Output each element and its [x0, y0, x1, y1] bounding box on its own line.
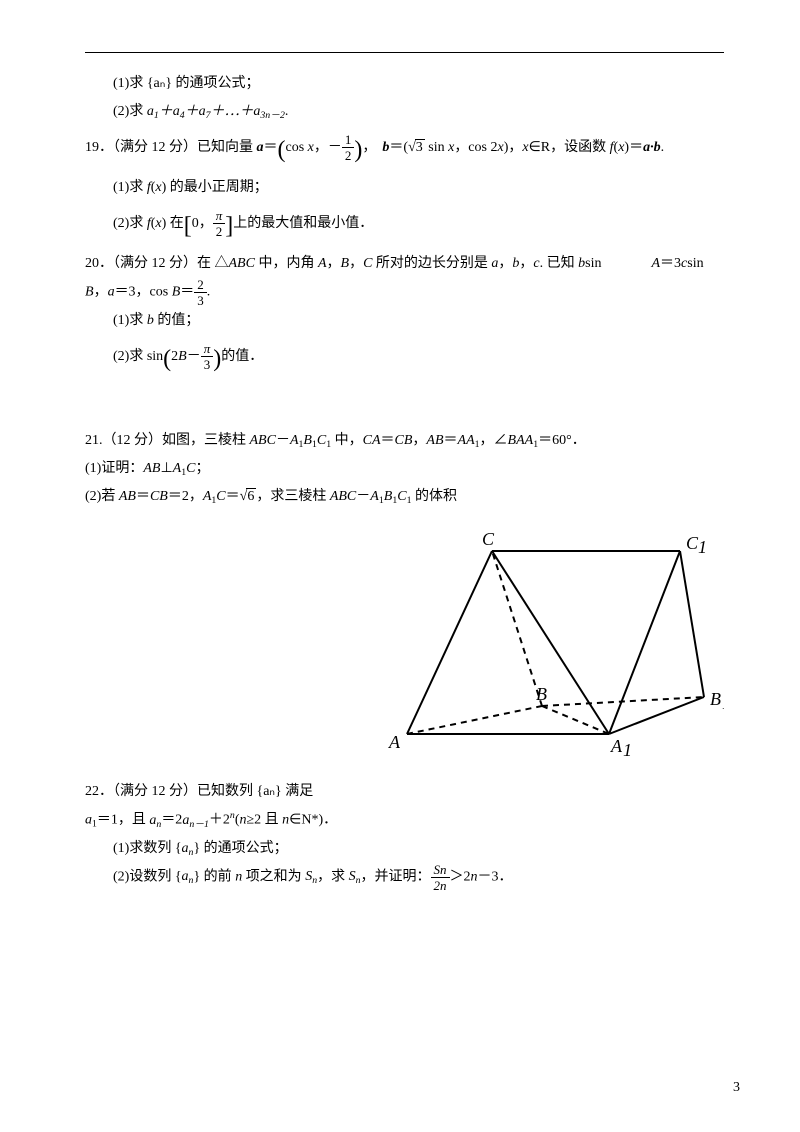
top-rule	[85, 52, 724, 53]
frac-half: 12	[342, 133, 355, 162]
svg-text:B: B	[536, 684, 547, 704]
q18-p2-expr: a1＋a4＋a7＋⋯＋a3n－2	[147, 104, 285, 119]
q19-period: .	[661, 140, 665, 155]
page: (1)求 {aₙ} 的通项公式； (2)求 a1＋a4＋a7＋⋯＋a3n－2. …	[0, 0, 800, 1132]
prism-figure: ABCABC111	[85, 529, 724, 770]
lbracket-icon: [	[184, 213, 192, 239]
rparen-icon: )	[354, 137, 362, 163]
svg-text:1: 1	[698, 537, 707, 557]
q21-line1: 21.（12 分）如图，三棱柱 ABC－A1B1C1 中，CA＝CB，AB＝AA…	[85, 427, 724, 455]
q21-p1: (1)证明：AB⊥A1C；	[85, 455, 724, 483]
page-number: 3	[733, 1074, 740, 1102]
cos: cos	[286, 140, 308, 155]
q21-p2: (2)若 AB＝CB＝2，A1C＝√6，求三棱柱 ABC－A1B1C1 的体积	[85, 483, 724, 511]
q18-part1: (1)求 {aₙ} 的通项公式；	[85, 70, 724, 98]
svg-text:B: B	[710, 689, 721, 709]
prism-svg: ABCABC111	[364, 529, 724, 759]
q20-p2: (2)求 sin(2B－π3)的值．	[85, 335, 724, 383]
lparen-icon: (	[278, 137, 286, 163]
content-column: (1)求 {aₙ} 的通项公式； (2)求 a1＋a4＋a7＋⋯＋a3n－2. …	[85, 70, 724, 892]
frac-pi-2: π2	[213, 209, 226, 238]
q20-p1: (1)求 b 的值；	[85, 307, 724, 335]
q22-p2: (2)设数列 {an} 的前 n 项之和为 Sn，求 Sn，并证明：Sn2n＞2…	[85, 863, 724, 892]
svg-text:C: C	[482, 529, 495, 549]
lparen2-icon: (	[163, 346, 171, 372]
q19-pre: 19．（满分 12 分）已知向量	[85, 140, 257, 155]
vector-a: a	[257, 140, 264, 155]
frac-pi-3: π3	[201, 342, 214, 371]
q22-p1: (1)求数列 {an} 的通项公式；	[85, 835, 724, 863]
q22-line1: 22．（满分 12 分）已知数列 {aₙ} 满足	[85, 778, 724, 806]
q20-line1: 20．（满分 12 分）在 △ABC 中，内角 A，B，C 所对的边长分别是 a…	[85, 250, 724, 278]
svg-text:1: 1	[623, 740, 632, 759]
frac-2-3: 23	[194, 278, 207, 307]
q22-line2: a1＝1，且 an＝2an－1＋2n(n≥2 且 n∈N*)．	[85, 806, 724, 835]
q19-stem: 19．（满分 12 分）已知向量 a＝(cos x，－12)，b＝(√3 sin…	[85, 126, 724, 174]
rparen2-icon: )	[213, 346, 221, 372]
q18-p2-post: .	[285, 104, 289, 119]
q19-p1: (1)求 f(x) 的最小正周期；	[85, 174, 724, 202]
q20-line2: B，a＝3，cos B＝23.	[85, 278, 724, 307]
spacer	[85, 383, 724, 427]
comma1: ，	[314, 140, 328, 155]
frac-sn-2n: Sn2n	[431, 863, 450, 892]
rbracket-icon: ]	[225, 213, 233, 239]
q19-p2: (2)求 f(x) 在[0，π2]上的最大值和最小值．	[85, 202, 724, 250]
svg-text:A: A	[610, 736, 623, 756]
q18-part2: (2)求 a1＋a4＋a7＋⋯＋a3n－2.	[85, 98, 724, 126]
svg-text:A: A	[388, 732, 401, 752]
svg-text:1: 1	[722, 693, 724, 713]
vector-b: b	[382, 140, 389, 155]
q19-eq: ＝	[264, 140, 278, 155]
q18-p2-pre: (2)求	[113, 104, 147, 119]
rad-6: 6	[246, 488, 256, 504]
